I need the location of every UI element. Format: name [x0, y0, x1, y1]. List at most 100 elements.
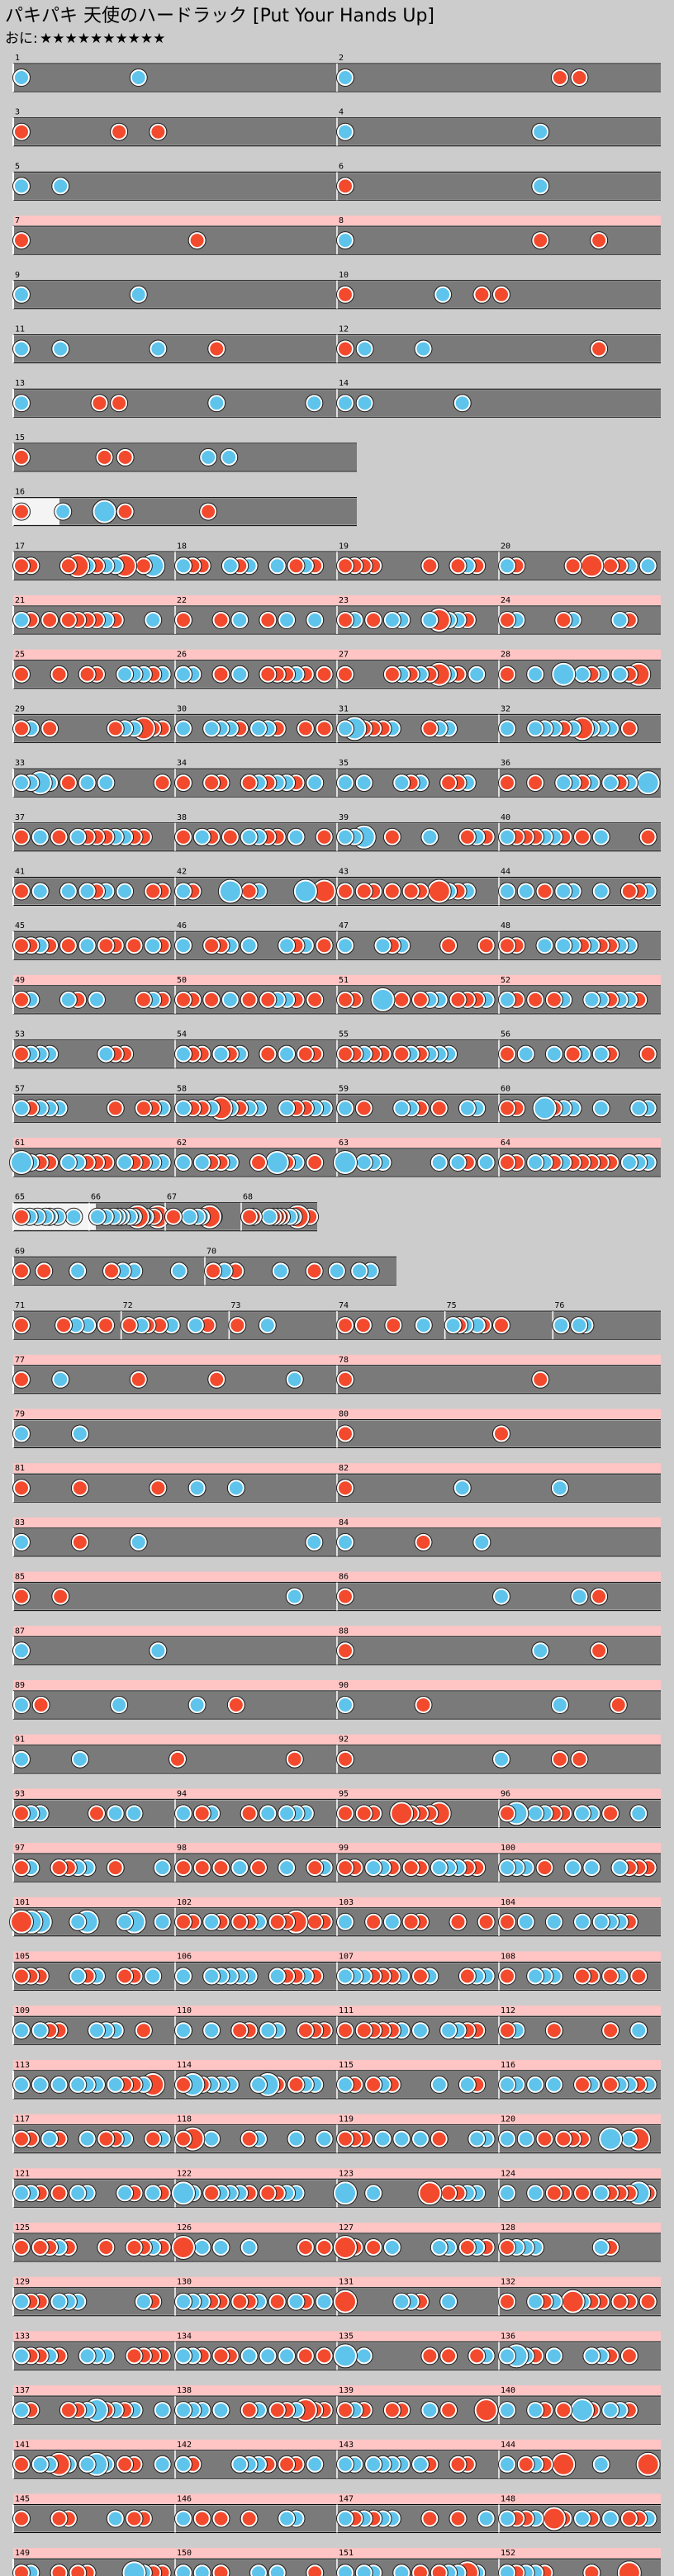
ka-note [421, 828, 439, 845]
ka-note [551, 1480, 568, 1497]
don-note [13, 937, 30, 954]
note-outline [336, 2455, 354, 2474]
note-outline [544, 1044, 563, 1063]
note-outline [336, 556, 354, 575]
bar-number: 59 [339, 1084, 349, 1093]
note-outline [591, 2238, 610, 2256]
note-outline [638, 827, 657, 846]
don-note [402, 883, 420, 900]
note-outline [125, 936, 144, 955]
ka-note [592, 1045, 610, 1063]
note-outline [31, 2021, 50, 2040]
bar-number: 35 [339, 759, 349, 768]
note-outline [70, 1424, 89, 1443]
don-note [545, 991, 562, 1008]
don-note [574, 2076, 591, 2093]
don-note [13, 1480, 30, 1497]
don-note [41, 720, 59, 737]
note-outline [116, 882, 135, 901]
bar-number: 25 [15, 651, 25, 660]
note-outline [582, 990, 601, 1009]
ka-note [337, 69, 354, 86]
ka-note [393, 774, 411, 792]
note-outline [498, 1153, 516, 1172]
note-outline [601, 1804, 620, 1823]
note-outline [563, 1044, 582, 1063]
don-note [96, 448, 113, 466]
bar-number: 17 [15, 542, 25, 551]
don-note [611, 2293, 629, 2310]
note-outline [192, 1153, 211, 1172]
note-outline [153, 774, 172, 793]
ka-note [555, 883, 572, 900]
note-outline [420, 719, 439, 738]
don-note [477, 937, 495, 954]
ka-note [41, 2130, 59, 2147]
note-outline [354, 882, 373, 901]
ka-note [334, 1151, 357, 1174]
don-note [240, 2402, 258, 2419]
don-note [430, 2130, 448, 2147]
don-note [13, 1859, 30, 1877]
note-outline [550, 69, 569, 87]
don-note [41, 612, 59, 628]
ka-note [337, 937, 354, 954]
note-outline [601, 2401, 620, 2420]
note-outline [414, 339, 433, 358]
don-note [337, 1750, 354, 1768]
don-note [477, 1913, 495, 1930]
don-note [91, 395, 108, 412]
note-outline [59, 990, 78, 1009]
note-outline [498, 611, 516, 629]
don-note [169, 1750, 186, 1768]
ka-note [337, 1100, 354, 1117]
bar-number: 127 [339, 2223, 354, 2233]
note-outline [619, 1153, 638, 1172]
bar-number: 121 [15, 2169, 30, 2178]
note-outline [609, 1696, 628, 1714]
ka-note [71, 1750, 88, 1768]
note-outline [498, 990, 516, 1009]
note-outline [174, 665, 192, 684]
note-outline [498, 1912, 516, 1931]
don-note [126, 2239, 143, 2256]
bar-number: 53 [15, 1030, 25, 1039]
bar-number: 21 [15, 596, 25, 605]
note-outline [498, 2129, 516, 2148]
note-outline [336, 1532, 354, 1551]
don-note [337, 883, 354, 900]
bar-number: 152 [501, 2549, 515, 2558]
note-outline [638, 556, 657, 575]
note-outline [40, 611, 59, 629]
ka-note [170, 1262, 187, 1280]
don-note [564, 1045, 581, 1063]
ka-note [116, 883, 134, 900]
ka-note [337, 232, 354, 249]
note-outline [12, 502, 31, 521]
don-note [630, 1968, 648, 1985]
don-note [355, 1805, 373, 1822]
note-outline [535, 882, 554, 901]
note-outline [411, 2455, 430, 2474]
note-outline [230, 2292, 249, 2311]
ka-note [499, 557, 515, 575]
ka-note [52, 178, 69, 195]
ka-note [116, 2185, 134, 2202]
gogo-band [13, 2059, 661, 2070]
note-outline [354, 1099, 373, 1118]
ka-note [555, 937, 572, 954]
note-outline [97, 774, 116, 793]
note-outline [211, 2401, 230, 2420]
don-note [390, 1802, 414, 1825]
note-outline [570, 1587, 589, 1606]
note-outline [591, 2455, 610, 2474]
ka-note [365, 2185, 382, 2202]
don-note [172, 2236, 195, 2259]
bar-number: 96 [501, 1789, 510, 1798]
bar-number: 103 [339, 1898, 354, 1907]
ka-note [440, 2293, 458, 2310]
don-note [473, 286, 491, 303]
bar-number: 11 [15, 325, 25, 334]
note-outline [498, 774, 516, 793]
ka-note [383, 612, 401, 628]
